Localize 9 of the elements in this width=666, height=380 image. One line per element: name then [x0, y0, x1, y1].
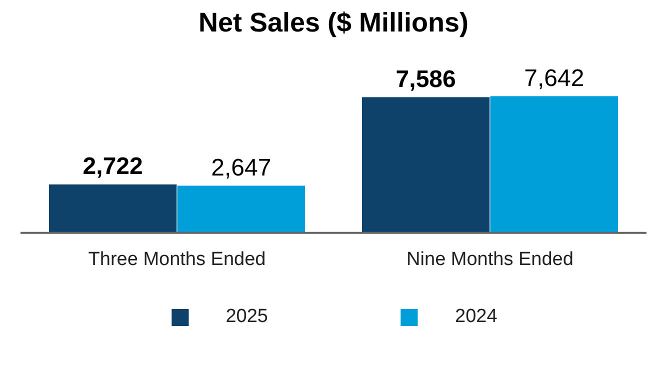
chart-title: Net Sales ($ Millions): [198, 8, 469, 38]
x-tick-label: Three Months Ended: [88, 248, 266, 270]
legend-label: 2025: [226, 306, 268, 328]
data-label: 7,586: [396, 66, 456, 93]
data-label: 2,647: [211, 154, 272, 182]
data-label: 2,722: [82, 153, 143, 180]
x-tick-label: Nine Months Ended: [406, 248, 574, 270]
legend-label: 2024: [455, 306, 498, 328]
data-label: 7,642: [524, 64, 584, 92]
